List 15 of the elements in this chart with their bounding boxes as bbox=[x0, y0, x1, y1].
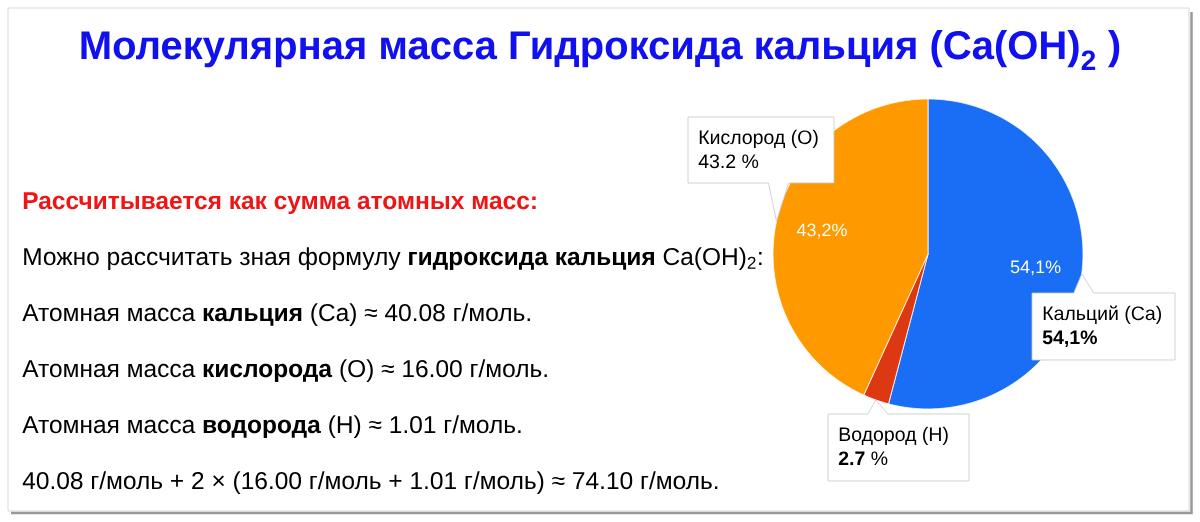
slice-label: Водород (H) bbox=[839, 426, 948, 446]
text: Можно рассчитать зная формулу гидроксида кальция Ca(OH)$_{2}$: bbox=[24, 247, 762, 271]
text: Атомная масса кислорода (O) ≈ 16.00 г/моль. bbox=[22, 359, 547, 383]
text: 54,1% bbox=[1042, 330, 1097, 347]
slice-label: Кислород (O) bbox=[699, 129, 818, 149]
text: 43.2 % bbox=[698, 154, 759, 169]
text: 40.08 г/моль + 2 × (16.00 г/моль + 1.01 г/моль) ≈ 74.10 г/моль. bbox=[22, 471, 718, 495]
text: Рассчитывается как сумма атомных масс: bbox=[23, 192, 536, 215]
text: Атомная масса кальция (Ca) ≈ 40.08 г/моль. bbox=[22, 303, 530, 327]
data-label: 54,1% bbox=[1010, 260, 1061, 276]
text: 2.7 % bbox=[838, 451, 888, 466]
data-label: 43,2% bbox=[796, 223, 847, 239]
slice-label: Кальций (Ca) bbox=[1043, 305, 1162, 325]
chart-title: Молекулярная масса Гидроксида кальция (Ca(OH)$_{2}$ ) bbox=[81, 30, 1120, 70]
text: Атомная масса водорода (H) ≈ 1.01 г/моль. bbox=[22, 415, 521, 439]
